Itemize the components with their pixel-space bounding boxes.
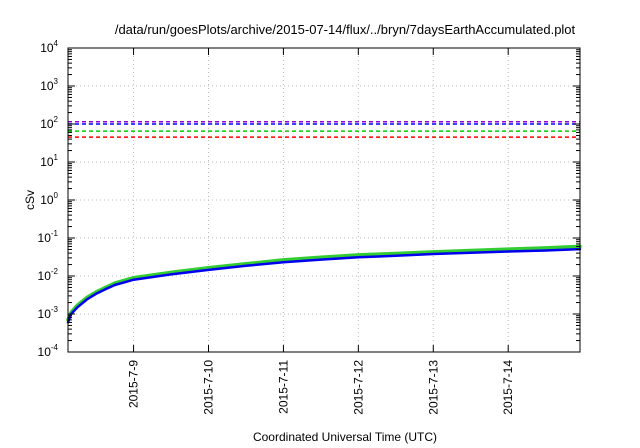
y-tick-exponent: 3 <box>54 77 59 86</box>
y-tick-label: 104 <box>40 39 58 55</box>
x-tick-label: 2015-7-10 <box>201 360 215 415</box>
series-line <box>66 247 582 324</box>
y-tick-label: 102 <box>40 115 58 131</box>
x-tick-label: 2015-7-12 <box>351 360 365 415</box>
y-tick-label: 10-3 <box>38 305 59 321</box>
x-tick-label: 2015-7-13 <box>426 360 440 415</box>
y-tick-exponent: 4 <box>54 39 59 48</box>
y-tick-label: 10-1 <box>38 229 59 245</box>
y-tick-label: 10-2 <box>38 267 59 283</box>
y-tick-exponent: -4 <box>51 343 59 352</box>
grid <box>68 48 580 352</box>
y-tick-label: 103 <box>40 77 58 93</box>
y-tick-label: 101 <box>40 153 58 169</box>
y-tick-exponent: 0 <box>54 191 59 200</box>
x-tick-label: 2015-7-11 <box>276 360 290 414</box>
x-tick-label: 2015-7-9 <box>127 360 141 408</box>
y-tick-exponent: -2 <box>51 267 59 276</box>
series-group <box>66 244 582 324</box>
y-axis-label: cSv <box>23 190 37 210</box>
y-tick-label: 100 <box>40 191 58 207</box>
y-tick-label: 10-4 <box>38 343 59 359</box>
y-tick-exponent: 2 <box>54 115 59 124</box>
series-line <box>66 244 582 322</box>
x-axis-label: Coordinated Universal Time (UTC) <box>253 430 437 444</box>
chart-title: /data/run/goesPlots/archive/2015-07-14/f… <box>115 22 576 37</box>
y-tick-exponent: 1 <box>54 153 59 162</box>
x-tick-label: 2015-7-14 <box>501 360 515 415</box>
y-tick-exponent: -3 <box>51 305 59 314</box>
reference-lines <box>68 120 580 138</box>
y-tick-exponent: -1 <box>51 229 59 238</box>
